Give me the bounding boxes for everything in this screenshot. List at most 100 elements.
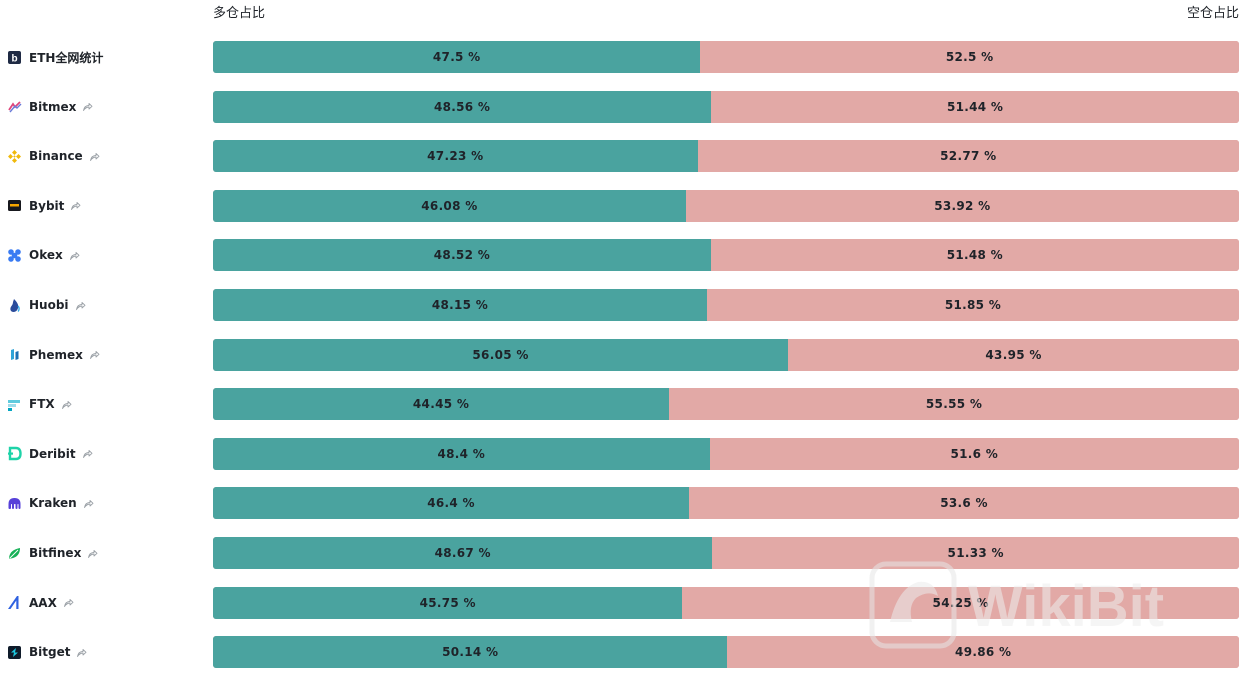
exchange-link[interactable]: Phemex: [7, 339, 100, 371]
bitget-icon: [7, 645, 22, 660]
exchange-name: FTX: [29, 397, 55, 412]
long-ratio-bar: 46.08 %: [213, 189, 686, 222]
exchange-link[interactable]: b ETH全网统计: [7, 41, 103, 73]
exchange-link[interactable]: Deribit: [7, 438, 93, 470]
short-ratio-bar: 51.44 %: [711, 90, 1239, 123]
long-ratio-header: 多仓占比: [213, 6, 266, 21]
share-arrow-icon[interactable]: [89, 151, 100, 162]
long-ratio-bar: 48.67 %: [213, 537, 713, 569]
exchange-row: Bybit 46.08 % 53.92 %: [0, 189, 1245, 222]
short-ratio-bar: 54.25 %: [682, 586, 1239, 619]
short-ratio-label: 53.92 %: [934, 198, 991, 213]
share-arrow-icon[interactable]: [61, 399, 72, 410]
ratio-bar: 45.75 % 54.25 %: [213, 586, 1239, 619]
ratio-bar: 48.52 % 51.48 %: [213, 239, 1239, 272]
bitcoin-b-icon: b: [7, 50, 22, 65]
long-ratio-label: 48.56 %: [433, 99, 491, 114]
exchange-row: Binance 47.23 % 52.77 %: [0, 140, 1245, 173]
share-arrow-icon[interactable]: [76, 647, 87, 658]
short-ratio-bar: 52.5 %: [700, 41, 1239, 73]
exchange-row: Bitfinex 48.67 % 51.33 %: [0, 537, 1245, 569]
long-ratio-bar: 44.45 %: [213, 388, 670, 421]
binance-icon: [7, 149, 22, 164]
share-arrow-icon[interactable]: [87, 548, 98, 559]
ratio-bar: 48.15 % 51.85 %: [213, 289, 1239, 321]
exchange-row: Phemex 56.05 % 43.95 %: [0, 338, 1245, 371]
share-arrow-icon[interactable]: [63, 597, 74, 608]
long-ratio-label: 47.5 %: [432, 50, 481, 64]
short-ratio-label: 51.33 %: [947, 546, 1004, 560]
share-arrow-icon[interactable]: [82, 101, 93, 112]
kraken-icon: [7, 496, 22, 511]
share-arrow-icon[interactable]: [83, 498, 94, 509]
short-ratio-label: 51.44 %: [946, 99, 1004, 114]
long-ratio-bar: 50.14 %: [213, 636, 728, 669]
short-ratio-label: 51.6 %: [950, 446, 999, 461]
short-ratio-label: 52.77 %: [940, 149, 997, 164]
short-ratio-label: 51.85 %: [944, 298, 1002, 312]
exchange-row: Bitmex 48.56 % 51.44 %: [0, 90, 1245, 123]
exchange-name: Bitmex: [29, 99, 77, 114]
exchange-link[interactable]: Okex: [7, 239, 80, 271]
share-arrow-icon[interactable]: [89, 349, 100, 360]
short-ratio-bar: 51.6 %: [709, 437, 1239, 470]
short-ratio-label: 55.55 %: [925, 397, 983, 412]
ratio-bar: 47.23 % 52.77 %: [213, 140, 1239, 173]
exchange-row: Huobi 48.15 % 51.85 %: [0, 289, 1245, 321]
long-ratio-label: 47.23 %: [427, 149, 484, 164]
exchange-row: Okex 48.52 % 51.48 %: [0, 239, 1245, 272]
long-ratio-label: 46.4 %: [427, 496, 475, 511]
share-arrow-icon[interactable]: [75, 300, 86, 311]
okex-icon: [7, 248, 22, 263]
long-ratio-label: 56.05 %: [472, 347, 529, 362]
exchange-row: FTX 44.45 % 55.55 %: [0, 388, 1245, 421]
exchange-link[interactable]: Bitget: [7, 636, 87, 668]
short-ratio-bar: 55.55 %: [669, 388, 1239, 421]
exchange-link[interactable]: FTX: [7, 388, 72, 420]
long-ratio-bar: 48.52 %: [213, 239, 711, 272]
short-ratio-label: 43.95 %: [985, 347, 1042, 362]
long-ratio-bar: 45.75 %: [213, 586, 683, 619]
ratio-bar: 44.45 % 55.55 %: [213, 388, 1239, 421]
long-ratio-bar: 47.23 %: [213, 140, 698, 173]
ratio-bar: 47.5 % 52.5 %: [213, 41, 1239, 73]
long-ratio-label: 45.75 %: [419, 595, 476, 610]
exchange-name: AAX: [29, 595, 57, 610]
short-ratio-bar: 52.77 %: [697, 140, 1239, 173]
ratio-bar: 56.05 % 43.95 %: [213, 338, 1239, 371]
exchange-link[interactable]: Bybit: [7, 190, 81, 222]
share-arrow-icon[interactable]: [69, 250, 80, 261]
ratio-bar: 48.67 % 51.33 %: [213, 537, 1239, 569]
long-ratio-bar: 46.4 %: [213, 487, 690, 520]
share-arrow-icon[interactable]: [70, 200, 81, 211]
long-ratio-bar: 56.05 %: [213, 338, 789, 371]
exchange-row: Kraken 46.4 % 53.6 %: [0, 487, 1245, 520]
phemex-icon: [7, 347, 22, 362]
long-ratio-label: 48.52 %: [433, 248, 491, 263]
short-ratio-bar: 51.33 %: [712, 537, 1239, 569]
exchange-link[interactable]: Bitfinex: [7, 537, 98, 569]
exchange-row: Deribit 48.4 % 51.6 %: [0, 437, 1245, 470]
ratio-bar: 50.14 % 49.86 %: [213, 636, 1239, 669]
exchange-link[interactable]: Bitmex: [7, 91, 93, 123]
exchange-name: Phemex: [29, 347, 83, 362]
exchange-name: Bitfinex: [29, 546, 82, 560]
long-ratio-bar: 48.4 %: [213, 437, 710, 470]
exchange-row: AAX 45.75 % 54.25 %: [0, 586, 1245, 619]
exchange-link[interactable]: AAX: [7, 587, 74, 619]
exchange-link[interactable]: Kraken: [7, 487, 94, 519]
exchange-link[interactable]: Huobi: [7, 289, 86, 321]
short-ratio-bar: 51.48 %: [710, 239, 1239, 272]
ratio-bar: 46.4 % 53.6 %: [213, 487, 1239, 520]
short-ratio-bar: 49.86 %: [727, 636, 1239, 669]
bitfinex-icon: [7, 546, 22, 561]
exchange-name: ETH全网统计: [29, 50, 104, 65]
exchange-row: b ETH全网统计 47.5 % 52.5 %: [0, 41, 1245, 73]
svg-text:b: b: [11, 53, 17, 64]
long-ratio-label: 50.14 %: [442, 645, 499, 660]
exchange-name: Kraken: [29, 496, 77, 511]
exchange-link[interactable]: Binance: [7, 140, 100, 172]
huobi-icon: [7, 298, 22, 313]
share-arrow-icon[interactable]: [82, 448, 93, 459]
